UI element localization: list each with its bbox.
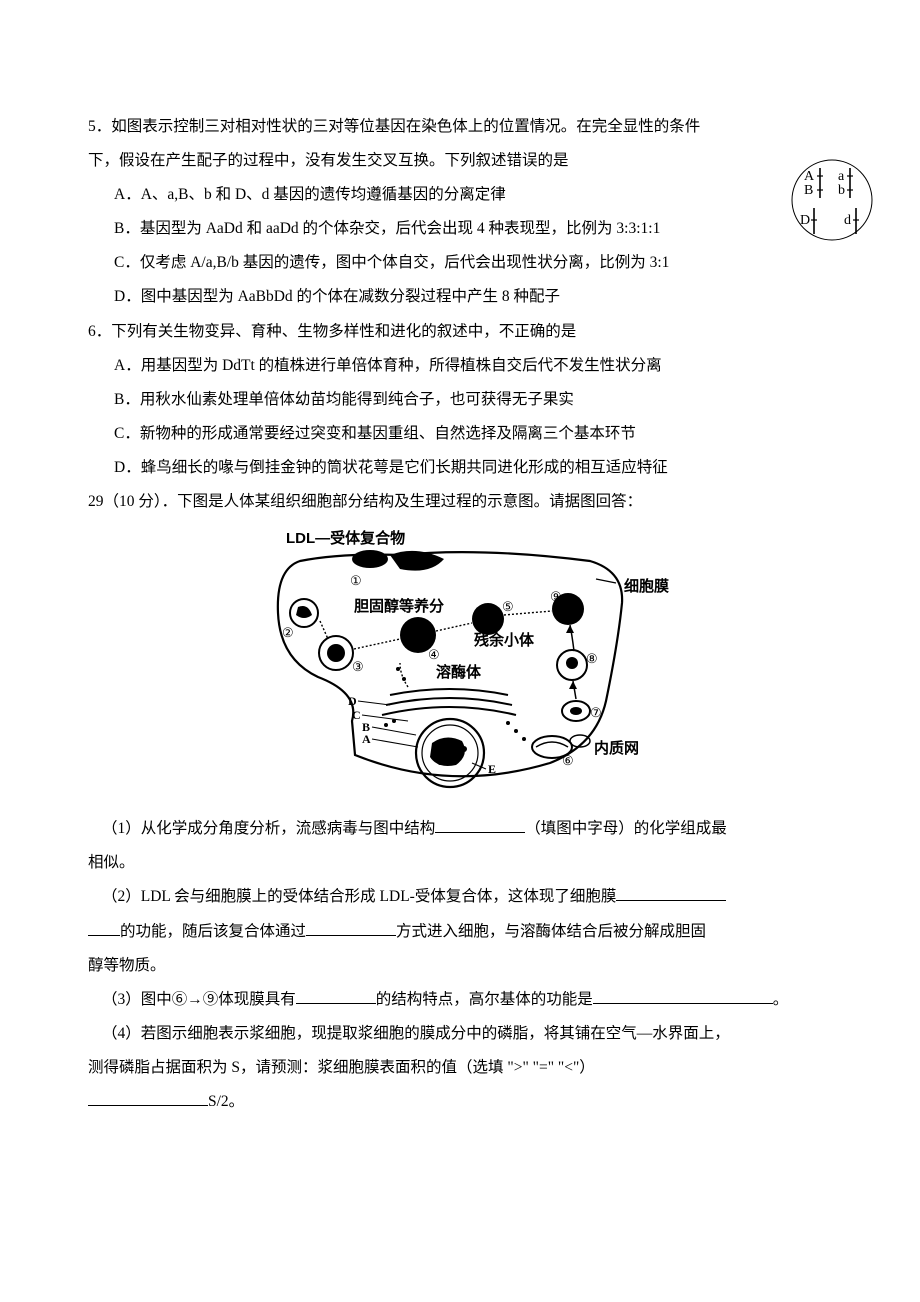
q29-p4c: S/2。 [208,1093,244,1110]
label-membrane: 细胞膜 [624,577,669,595]
q29-p1b: （填图中字母）的化学组成最 [525,820,727,837]
letter-A: A [362,732,371,746]
q29-p3: （3）图中⑥→⑨体现膜具有 的结构特点，高尔基体的功能是 。 [88,983,832,1017]
circled-6: ⑥ [562,753,574,768]
q29-p2b: 的功能，随后该复合体通过 [120,923,306,940]
allele-a: a [838,169,845,184]
q5-option-b: B．基因型为 AaDd 和 aaDd 的个体杂交，后代会出现 4 种表现型，比例… [88,212,832,246]
label-lysosome: 溶酶体 [436,663,482,681]
circled-5: ⑤ [502,599,514,614]
label-cholesterol: 胆固醇等养分 [354,597,444,615]
q29-p2a: （2）LDL 会与细胞膜上的受体结合形成 LDL-受体复合体，这体现了细胞膜 [102,888,616,905]
circled-9: ⑨ [550,589,562,604]
cell-diagram-container: LDL—受体复合物 细胞膜 ① ② ③ 胆固醇等养分 ④ ⑤ 残余小体 ⑨ 溶酶… [88,519,832,812]
q29-p1a: （1）从化学成分角度分析，流感病毒与图中结构 [102,820,435,837]
q29-p2-line1: （2）LDL 会与细胞膜上的受体结合形成 LDL-受体复合体，这体现了细胞膜 [88,880,832,914]
letter-B: B [362,720,370,734]
blank-p1[interactable] [435,818,525,834]
q5-option-c: C．仅考虑 A/a,B/b 基因的遗传，图中个体自交，后代会出现性状分离，比例为… [88,246,832,280]
blank-p2a2[interactable] [88,920,120,936]
blank-p3a[interactable] [296,988,376,1004]
q29-p2c: 方式进入细胞，与溶酶体结合后被分解成胆固 [396,923,706,940]
q6-stem: 6．下列有关生物变异、育种、生物多样性和进化的叙述中，不正确的是 [88,315,832,349]
q5-stem-line1: 5．如图表示控制三对相对性状的三对等位基因在染色体上的位置情况。在完全显性的条件 [88,110,832,144]
blank-p2a[interactable] [616,886,726,902]
q29-p3c: 。 [773,991,789,1008]
blank-p4[interactable] [88,1090,208,1106]
diagram-title: LDL—受体复合物 [286,529,405,547]
q6-option-a: A．用基因型为 DdTt 的植株进行单倍体育种，所得植株自交后代不发生性状分离 [88,349,832,383]
circled-2: ② [282,625,294,640]
chromosome-diagram: A B a b D d [788,156,876,244]
circled-4: ④ [428,647,440,662]
blank-p3b[interactable] [593,988,773,1004]
q29-p1c: 相似。 [88,846,832,880]
cell-diagram: LDL—受体复合物 细胞膜 ① ② ③ 胆固醇等养分 ④ ⑤ 残余小体 ⑨ 溶酶… [240,525,680,797]
q29-stem: 29（10 分）．下图是人体某组织细胞部分结构及生理过程的示意图。请据图回答： [88,485,832,519]
blank-p2b[interactable] [306,920,396,936]
allele-D: D [800,213,810,228]
q29-p1: （1）从化学成分角度分析，流感病毒与图中结构 （填图中字母）的化学组成最 [88,812,832,846]
q29-p2d: 醇等物质。 [88,949,832,983]
letter-D: D [348,694,357,708]
circled-3: ③ [352,659,364,674]
allele-B: B [804,183,813,198]
q6-option-c: C．新物种的形成通常要经过突变和基因重组、自然选择及隔离三个基本环节 [88,417,832,451]
q5-option-a: A．A、a,B、b 和 D、d 基因的遗传均遵循基因的分离定律 [88,178,832,212]
letter-E: E [488,762,496,776]
label-residual: 残余小体 [474,631,535,649]
label-er: 内质网 [594,739,639,757]
q6-option-d: D．蜂鸟细长的喙与倒挂金钟的筒状花萼是它们长期共同进化形成的相互适应特征 [88,451,832,485]
circled-8: ⑧ [586,651,598,666]
letter-C: C [352,708,361,722]
q29-p3a: （3）图中⑥→⑨体现膜具有 [102,991,296,1008]
allele-A: A [804,169,815,184]
q5-option-d: D．图中基因型为 AaBbDd 的个体在减数分裂过程中产生 8 种配子 [88,280,832,314]
q29-p4b: 测得磷脂占据面积为 S，请预测：浆细胞膜表面积的值（选填 ">" "=" "<"… [88,1051,832,1085]
q29-p3b: 的结构特点，高尔基体的功能是 [376,991,593,1008]
allele-b: b [838,183,845,198]
q29-p4a: （4）若图示细胞表示浆细胞，现提取浆细胞的膜成分中的磷脂，将其铺在空气—水界面上… [88,1017,832,1051]
circled-1: ① [350,573,362,588]
circled-7: ⑦ [590,705,602,720]
q5-stem-line2: 下，假设在产生配子的过程中，没有发生交叉互换。下列叙述错误的是 [88,144,832,178]
q29-p4-line3: S/2。 [88,1085,832,1119]
q6-option-b: B．用秋水仙素处理单倍体幼苗均能得到纯合子，也可获得无子果实 [88,383,832,417]
allele-d: d [844,213,851,228]
q29-p2-line2: 的功能，随后该复合体通过 方式进入细胞，与溶酶体结合后被分解成胆固 [88,915,832,949]
